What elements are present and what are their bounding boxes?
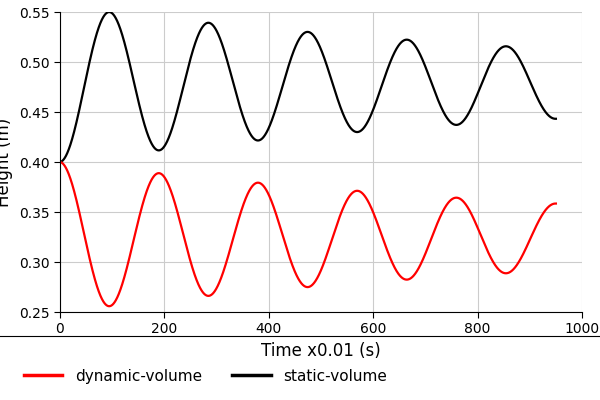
- static-volume: [174, 106, 181, 111]
- Line: static-volume: static-volume: [60, 12, 556, 162]
- dynamic-volume: [553, 201, 560, 206]
- static-volume: [56, 160, 64, 164]
- static-volume: [553, 116, 560, 121]
- X-axis label: Time x0.01 (s): Time x0.01 (s): [261, 342, 381, 360]
- Legend: dynamic-volume, static-volume: dynamic-volume, static-volume: [20, 364, 391, 388]
- dynamic-volume: [56, 160, 64, 164]
- dynamic-volume: [177, 221, 184, 226]
- Y-axis label: Height (m): Height (m): [0, 117, 13, 207]
- static-volume: [548, 116, 556, 120]
- static-volume: [278, 84, 286, 89]
- dynamic-volume: [278, 232, 286, 236]
- dynamic-volume: [244, 193, 251, 198]
- Line: dynamic-volume: dynamic-volume: [60, 162, 556, 306]
- dynamic-volume: [174, 211, 181, 216]
- dynamic-volume: [172, 202, 179, 207]
- dynamic-volume: [106, 304, 113, 309]
- static-volume: [177, 96, 184, 101]
- static-volume: [106, 10, 113, 14]
- dynamic-volume: [548, 202, 556, 207]
- static-volume: [244, 125, 251, 130]
- static-volume: [172, 116, 179, 120]
